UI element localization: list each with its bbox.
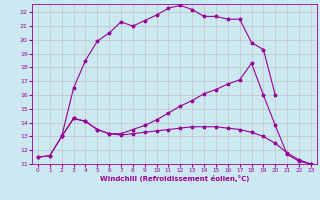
X-axis label: Windchill (Refroidissement éolien,°C): Windchill (Refroidissement éolien,°C) [100, 175, 249, 182]
